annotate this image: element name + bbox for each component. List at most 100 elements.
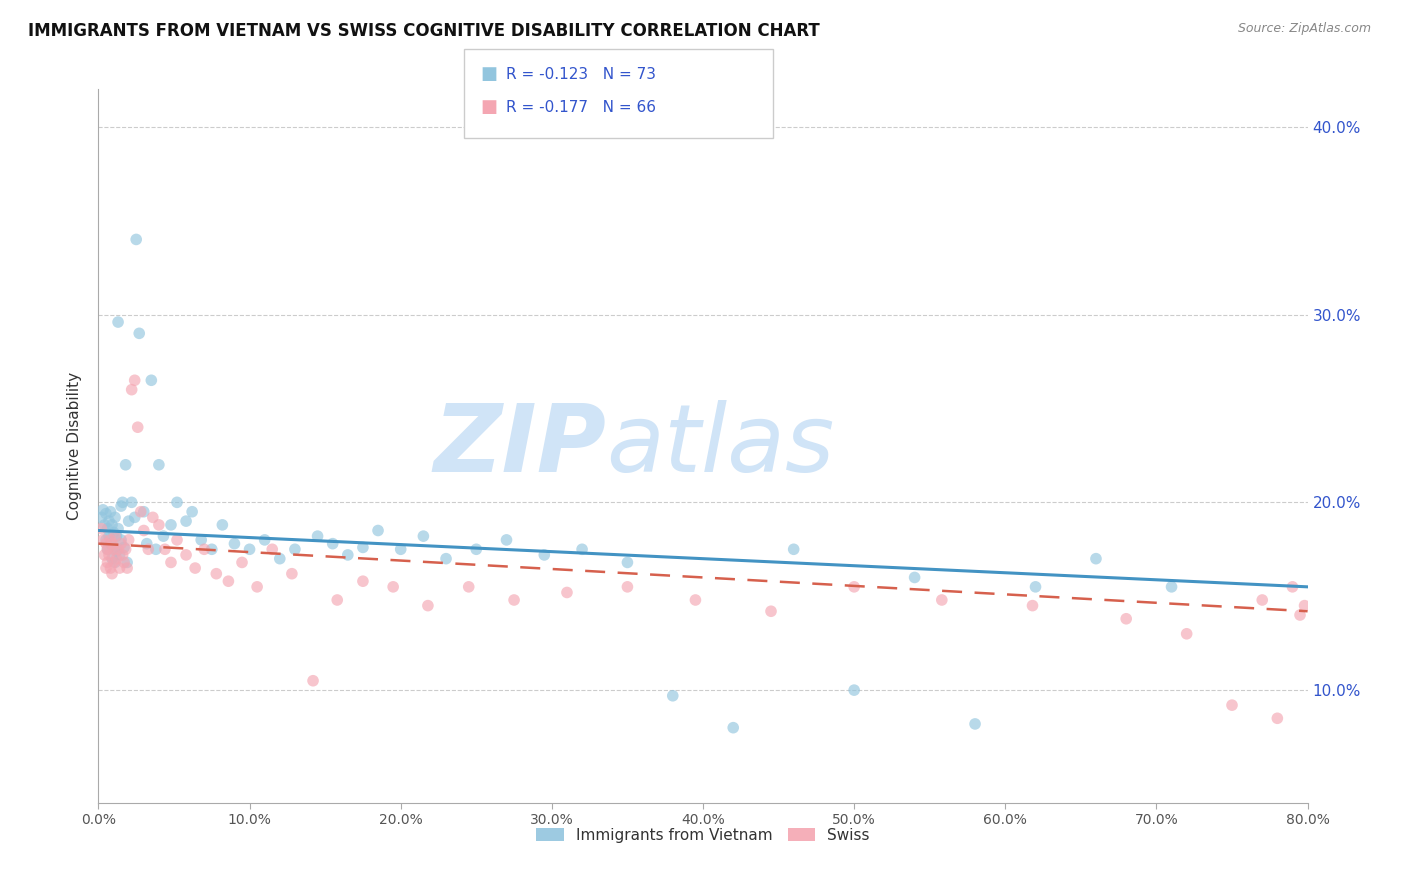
- Point: [965, 717, 987, 731]
- Point: [114, 458, 136, 472]
- Point: [495, 533, 517, 547]
- Text: Source: ZipAtlas.com: Source: ZipAtlas.com: [1237, 22, 1371, 36]
- Point: [110, 499, 132, 513]
- Point: [107, 542, 129, 557]
- Point: [110, 533, 132, 547]
- Point: [1160, 580, 1182, 594]
- Point: [352, 574, 374, 589]
- Point: [367, 524, 389, 538]
- Point: [100, 561, 122, 575]
- Point: [416, 599, 439, 613]
- Point: [1289, 607, 1312, 622]
- Point: [246, 580, 269, 594]
- Point: [1175, 627, 1198, 641]
- Point: [503, 593, 526, 607]
- Point: [931, 593, 953, 607]
- Point: [111, 548, 134, 562]
- Point: [132, 524, 155, 538]
- Point: [135, 536, 157, 550]
- Point: [108, 548, 131, 562]
- Point: [174, 514, 197, 528]
- Text: IMMIGRANTS FROM VIETNAM VS SWISS COGNITIVE DISABILITY CORRELATION CHART: IMMIGRANTS FROM VIETNAM VS SWISS COGNITI…: [28, 22, 820, 40]
- Point: [114, 542, 136, 557]
- Point: [111, 495, 134, 509]
- Point: [110, 536, 132, 550]
- Point: [783, 542, 806, 557]
- Point: [141, 373, 163, 387]
- Point: [1024, 580, 1046, 594]
- Text: ZIP: ZIP: [433, 400, 606, 492]
- Point: [224, 536, 246, 550]
- Point: [616, 556, 638, 570]
- Point: [166, 495, 188, 509]
- Point: [107, 522, 129, 536]
- Point: [211, 517, 233, 532]
- Point: [465, 542, 488, 557]
- Point: [217, 574, 239, 589]
- Point: [90, 522, 112, 536]
- Point: [326, 593, 349, 607]
- Point: [723, 721, 745, 735]
- Point: [104, 556, 127, 570]
- Point: [307, 529, 329, 543]
- Text: ■: ■: [481, 65, 498, 83]
- Point: [142, 510, 165, 524]
- Point: [153, 542, 176, 557]
- Point: [121, 495, 143, 509]
- Point: [1115, 612, 1137, 626]
- Point: [145, 542, 167, 557]
- Point: [105, 551, 128, 566]
- Point: [98, 548, 121, 562]
- Point: [1281, 580, 1303, 594]
- Point: [96, 542, 118, 557]
- Point: [108, 561, 131, 575]
- Point: [904, 570, 927, 584]
- Y-axis label: Cognitive Disability: Cognitive Disability: [67, 372, 83, 520]
- Point: [104, 529, 127, 543]
- Point: [1220, 698, 1243, 713]
- Point: [231, 556, 253, 570]
- Point: [661, 689, 683, 703]
- Point: [571, 542, 593, 557]
- Point: [844, 580, 866, 594]
- Point: [181, 505, 204, 519]
- Point: [160, 556, 183, 570]
- Point: [103, 525, 125, 540]
- Text: R = -0.177   N = 66: R = -0.177 N = 66: [506, 100, 657, 114]
- Point: [115, 556, 138, 570]
- Point: [336, 548, 359, 562]
- Point: [389, 542, 412, 557]
- Legend: Immigrants from Vietnam, Swiss: Immigrants from Vietnam, Swiss: [530, 822, 876, 848]
- Point: [205, 566, 228, 581]
- Point: [352, 541, 374, 555]
- Point: [105, 529, 128, 543]
- Point: [1267, 711, 1289, 725]
- Point: [555, 585, 578, 599]
- Point: [152, 529, 174, 543]
- Text: R = -0.123   N = 73: R = -0.123 N = 73: [506, 67, 657, 81]
- Point: [284, 542, 307, 557]
- Point: [174, 548, 197, 562]
- Point: [1294, 599, 1316, 613]
- Point: [101, 517, 124, 532]
- Point: [132, 505, 155, 519]
- Point: [124, 510, 146, 524]
- Point: [457, 580, 479, 594]
- Point: [98, 529, 121, 543]
- Point: [1021, 599, 1043, 613]
- Point: [112, 556, 135, 570]
- Point: [844, 683, 866, 698]
- Point: [166, 533, 188, 547]
- Point: [94, 536, 117, 550]
- Point: [96, 556, 118, 570]
- Point: [101, 536, 124, 550]
- Point: [382, 580, 405, 594]
- Point: [103, 556, 125, 570]
- Point: [112, 541, 135, 555]
- Point: [98, 514, 121, 528]
- Point: [121, 383, 143, 397]
- Point: [322, 536, 344, 550]
- Point: [193, 542, 215, 557]
- Point: [128, 326, 150, 341]
- Point: [148, 458, 170, 472]
